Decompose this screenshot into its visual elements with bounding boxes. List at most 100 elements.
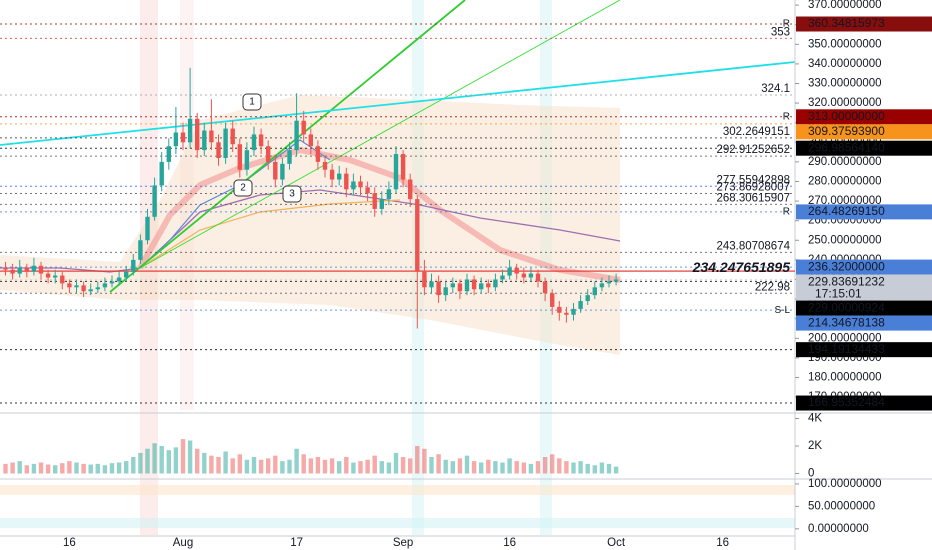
- price-box-label: 236.32000000: [808, 259, 885, 273]
- candle-body: [613, 279, 619, 282]
- volume-bar: [535, 461, 541, 474]
- volume-bar: [273, 455, 278, 474]
- volume-bar: [365, 459, 370, 474]
- callout-label: 2: [240, 183, 246, 194]
- level-label: 324.1: [761, 83, 790, 95]
- price-box-label: 313.00000000: [808, 109, 885, 123]
- candle-body: [124, 271, 129, 278]
- volume-bar: [464, 455, 470, 474]
- volume-tick-label: 0: [808, 468, 814, 480]
- candle-body: [464, 279, 470, 292]
- candle-body: [102, 283, 108, 288]
- volume-bar: [124, 461, 129, 474]
- candle-body: [67, 283, 72, 288]
- candle-body: [457, 283, 463, 292]
- candle-body: [216, 142, 221, 158]
- candle-body: [266, 146, 271, 162]
- volume-bar: [116, 462, 122, 474]
- y-tick-label: 330.00000000: [808, 78, 882, 90]
- candle-body: [564, 312, 569, 315]
- candle-body: [337, 173, 342, 180]
- level-label: 268.30615907: [716, 192, 790, 204]
- price-box: [796, 315, 932, 331]
- candle-body: [493, 279, 498, 288]
- candle-body: [60, 275, 65, 284]
- candle-body: [116, 277, 122, 282]
- candle-body: [535, 273, 541, 282]
- price-box-label: 296.98564140: [808, 140, 885, 154]
- candle-body: [542, 281, 548, 294]
- volume-bar: [436, 454, 441, 474]
- candle-body: [251, 134, 257, 151]
- candle-body: [10, 269, 15, 274]
- volume-bar: [109, 463, 115, 474]
- x-tick-label: 16: [716, 537, 729, 549]
- volume-bar: [81, 463, 86, 474]
- volume-bar: [287, 459, 292, 474]
- volume-bar: [514, 461, 519, 474]
- x-tick-label: Sep: [393, 537, 413, 549]
- volume-bar: [145, 448, 150, 474]
- y-tick-label: 250.00000000: [808, 234, 882, 246]
- candle-body: [471, 279, 477, 290]
- candle-body: [322, 161, 328, 170]
- volume-bar: [344, 457, 349, 474]
- volume-bar: [592, 465, 597, 474]
- x-tick-label: Oct: [607, 537, 626, 549]
- volume-bar: [415, 446, 420, 474]
- callout-box: [233, 179, 253, 197]
- y-tick-label: 350.00000000: [808, 38, 882, 50]
- candle-body: [202, 130, 207, 151]
- candle-body: [514, 267, 519, 274]
- volume-bar: [337, 461, 342, 474]
- volume-bar: [443, 459, 448, 474]
- volume-tick-label: 4K: [808, 413, 822, 425]
- volume-bar: [564, 461, 569, 474]
- candle-body: [145, 216, 150, 241]
- volume-bar: [351, 462, 356, 474]
- candle-body: [195, 118, 200, 151]
- candle-body: [308, 134, 313, 147]
- level-label: 234.247651895: [692, 259, 791, 275]
- price-box-label: 309.37593900: [808, 124, 885, 138]
- volume-bar: [180, 439, 186, 474]
- volume-bar: [173, 447, 179, 474]
- volume-bar: [102, 465, 108, 474]
- candle-body: [606, 281, 612, 284]
- candle-body: [422, 271, 427, 288]
- candle-body: [38, 265, 44, 274]
- y-tick-label: 180.00000000: [808, 371, 882, 383]
- volume-bar: [393, 452, 399, 474]
- level-marker: R: [783, 19, 790, 30]
- candle-body: [173, 132, 179, 147]
- candle-body: [258, 134, 264, 147]
- price-box: [796, 300, 932, 316]
- volume-bar: [166, 450, 171, 474]
- volume-bar: [315, 457, 321, 474]
- volume-bar: [17, 461, 22, 474]
- volume-bar: [507, 458, 512, 474]
- level-marker: R: [783, 207, 790, 218]
- candle-body: [187, 118, 193, 143]
- candle-body: [400, 154, 406, 180]
- volume-bar: [24, 465, 29, 474]
- candle-body: [429, 281, 434, 288]
- volume-bar: [88, 464, 93, 474]
- volume-bar: [358, 461, 363, 474]
- volume-bar: [493, 461, 498, 474]
- candles: [3, 67, 619, 474]
- candle-body: [507, 267, 512, 276]
- volume-bar: [95, 463, 100, 474]
- candle-body: [280, 163, 285, 180]
- volume-bar: [379, 461, 384, 474]
- volume-tick-label: 2K: [808, 440, 822, 452]
- callout-label: 3: [289, 189, 295, 200]
- candle-body: [550, 293, 555, 307]
- candle-body: [557, 306, 562, 313]
- volume-bar: [53, 465, 58, 474]
- candle-body: [244, 150, 250, 170]
- candle-body: [450, 283, 455, 288]
- volume-bar: [152, 443, 157, 474]
- volume-bar: [329, 458, 335, 474]
- price-box-label: 194.19134433: [808, 342, 885, 356]
